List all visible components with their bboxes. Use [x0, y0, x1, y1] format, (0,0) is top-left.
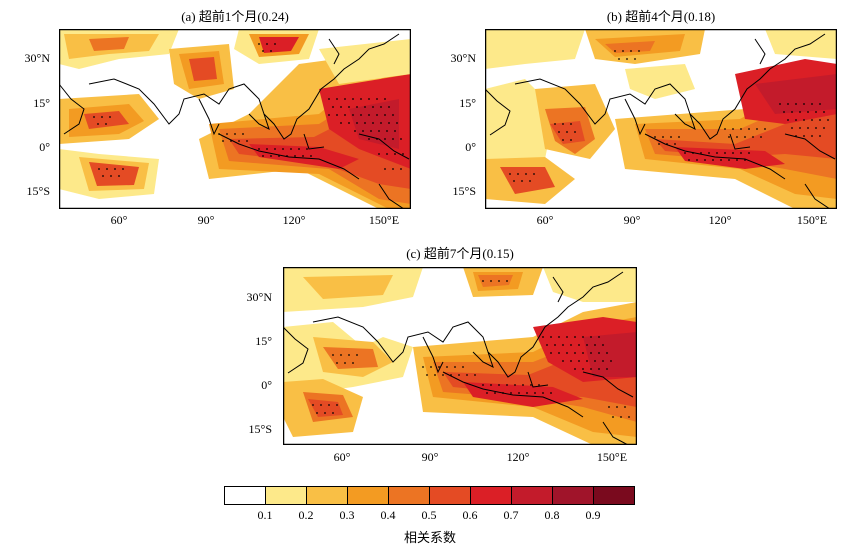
panel-a-coastlines: [59, 33, 410, 209]
panel-c-frame: [283, 267, 637, 445]
panel-b-coastlines: [485, 33, 836, 209]
panel-c-title: (c) 超前7个月(0.15): [406, 246, 514, 261]
colorbar-swatch: [224, 486, 266, 505]
panel-c-significance-stipple: [312, 280, 630, 418]
panel-a-map: [59, 29, 411, 209]
colorbar-swatch: [347, 486, 389, 505]
colorbar-tick-label: 0.2: [298, 508, 314, 522]
panel-b-lat-tick-30n: 30°N: [450, 51, 476, 65]
colorbar-tick-label: 0.7: [503, 508, 519, 522]
panel-a-lat-tick-15: 15°: [33, 96, 50, 110]
panel-c-lon-tick-90: 90°: [421, 450, 439, 464]
panel-c-map: [283, 267, 637, 445]
colorbar-swatch: [511, 486, 553, 505]
panel-c-correlation-shading: [283, 267, 637, 445]
panel-b-significance-stipple: [509, 50, 829, 182]
panel-b-lon-tick-90: 90°: [623, 213, 641, 227]
panel-c-coastlines: [283, 271, 634, 445]
panel-a-lon-tick-120: 120°: [282, 213, 306, 227]
panel-b-lat-tick-0: 0°: [465, 140, 476, 154]
panel-b-lon-tick-150e: 150°E: [796, 213, 828, 227]
colorbar-tick-label: 0.9: [585, 508, 601, 522]
panel-c-lat-tick-15s: 15°S: [248, 422, 272, 436]
colorbar-title: 相关系数: [403, 530, 456, 545]
panel-c-lon-tick-150e: 150°E: [596, 450, 628, 464]
panel-a-significance-stipple: [93, 43, 404, 177]
panel-c-lat-tick-30n: 30°N: [246, 290, 272, 304]
colorbar-tick-label: 0.5: [421, 508, 437, 522]
panel-a-frame: [59, 29, 411, 209]
colorbar-tick-label: 0.1: [257, 508, 273, 522]
panel-a-lon-tick-150e: 150°E: [368, 213, 400, 227]
colorbar-swatches: [224, 486, 635, 505]
panel-b-title: (b) 超前4个月(0.18): [606, 9, 716, 24]
panel-c-lat-tick-0: 0°: [261, 378, 272, 392]
panel-b-lon-tick-60: 60°: [536, 213, 554, 227]
panel-b-lon-tick-120: 120°: [708, 213, 732, 227]
panel-c-lon-tick-120: 120°: [506, 450, 530, 464]
colorbar-tick-label: 0.4: [380, 508, 396, 522]
panel-b-frame: [485, 29, 837, 209]
panel-b-lat-tick-15s: 15°S: [452, 184, 476, 198]
colorbar-tick-label: 0.3: [339, 508, 355, 522]
panel-c-lon-tick-60: 60°: [333, 450, 351, 464]
panel-a-correlation-shading: [59, 29, 411, 209]
colorbar: [224, 486, 635, 505]
panel-b-correlation-shading: [485, 29, 837, 209]
colorbar-swatch: [552, 486, 594, 505]
colorbar-swatch: [593, 486, 635, 505]
colorbar-swatch: [306, 486, 348, 505]
colorbar-tick-label: 0.8: [544, 508, 560, 522]
panel-a-lon-tick-60: 60°: [110, 213, 128, 227]
panel-a-lon-tick-90: 90°: [197, 213, 215, 227]
panel-a-lat-tick-30n: 30°N: [24, 51, 50, 65]
colorbar-swatch: [388, 486, 430, 505]
panel-a-title: (a) 超前1个月(0.24): [181, 9, 289, 24]
colorbar-swatch: [429, 486, 471, 505]
panel-b-lat-tick-15: 15°: [459, 96, 476, 110]
panel-b-map: [485, 29, 837, 209]
colorbar-swatch: [265, 486, 307, 505]
panel-a-lat-tick-15s: 15°S: [26, 184, 50, 198]
panel-a-lat-tick-0: 0°: [39, 140, 50, 154]
panel-c-lat-tick-15: 15°: [255, 334, 272, 348]
colorbar-tick-label: 0.6: [462, 508, 478, 522]
colorbar-swatch: [470, 486, 512, 505]
